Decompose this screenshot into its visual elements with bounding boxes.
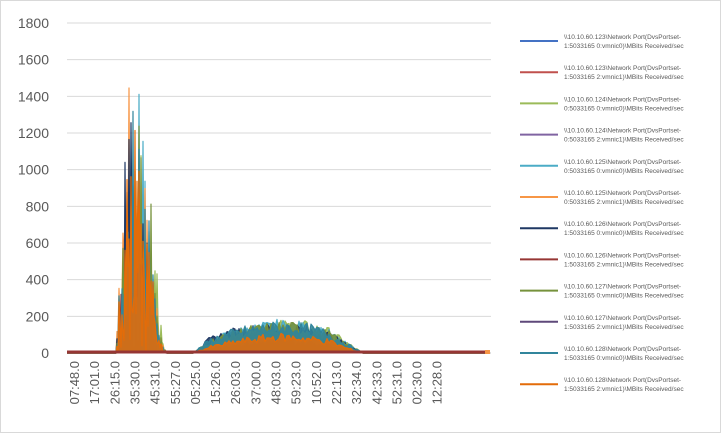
legend-label: \\10.10.60.125\Network Port(DvsPortset- bbox=[564, 159, 681, 166]
y-tick-label: 400 bbox=[26, 272, 50, 288]
legend-label: \\10.10.60.124\Network Port(DvsPortset- bbox=[564, 128, 681, 135]
legend-label-cont: 1:5033165 2:vmnic1)\MBits Received/sec bbox=[564, 324, 684, 331]
x-tick-label: 55:27.0 bbox=[168, 361, 183, 404]
legend-label-cont: 0:5033165 0:vmnic0)\MBits Received/sec bbox=[564, 105, 684, 112]
legend-label-cont: 1:5033165 2:vmnic1)\MBits Received/sec bbox=[564, 261, 684, 268]
x-tick-label: 52:31.0 bbox=[389, 361, 404, 404]
x-tick-label: 26:15.0 bbox=[107, 361, 122, 404]
x-tick-label: 17:01.0 bbox=[87, 361, 102, 404]
x-tick-label: 22:13.0 bbox=[329, 361, 344, 404]
legend-label-cont: 0:5033165 2:vmnic1)\MBits Received/sec bbox=[564, 137, 684, 144]
legend-label: \\10.10.60.126\Network Port(DvsPortset- bbox=[564, 221, 681, 228]
series-line bbox=[67, 129, 487, 354]
x-tick-label: 07:48.0 bbox=[67, 361, 82, 404]
legend-label: \\10.10.60.125\Network Port(DvsPortset- bbox=[564, 190, 681, 197]
x-tick-label: 59:23.0 bbox=[289, 361, 304, 404]
y-tick-label: 1800 bbox=[18, 15, 49, 31]
y-tick-label: 200 bbox=[26, 308, 50, 324]
legend-label: \\10.10.60.127\Network Port(DvsPortset- bbox=[564, 315, 681, 322]
x-tick-label: 32:34.0 bbox=[349, 361, 364, 404]
legend-label: \\10.10.60.126\Network Port(DvsPortset- bbox=[564, 252, 681, 259]
legend-label: \\10.10.60.123\Network Port(DvsPortset- bbox=[564, 65, 681, 72]
legend-label: \\10.10.60.128\Network Port(DvsPortset- bbox=[564, 346, 681, 353]
x-tick-label: 37:00.0 bbox=[248, 361, 263, 404]
y-tick-label: 1600 bbox=[18, 52, 49, 68]
x-tick-label: 48:03.0 bbox=[269, 361, 284, 404]
legend-label-cont: 1:5033165 0:vmnic0)\MBits Received/sec bbox=[564, 355, 684, 362]
legend-label: \\10.10.60.128\Network Port(DvsPortset- bbox=[564, 377, 681, 384]
legend-label-cont: 0:5033165 0:vmnic0)\MBits Received/sec bbox=[564, 168, 684, 175]
x-tick-label: 42:33.0 bbox=[369, 361, 384, 404]
legend-label-cont: 1:5033165 0:vmnic0)\MBits Received/sec bbox=[564, 293, 684, 300]
y-tick-label: 1400 bbox=[18, 88, 49, 104]
x-tick-label: 05:25.0 bbox=[188, 361, 203, 404]
legend-label: \\10.10.60.124\Network Port(DvsPortset- bbox=[564, 96, 681, 103]
x-tick-label: 45:31.0 bbox=[148, 361, 163, 404]
series-end-marker bbox=[485, 350, 490, 354]
legend-label: \\10.10.60.127\Network Port(DvsPortset- bbox=[564, 284, 681, 291]
y-tick-label: 600 bbox=[26, 235, 50, 251]
legend-label-cont: 0:5033165 2:vmnic1)\MBits Received/sec bbox=[564, 199, 684, 206]
legend-label: \\10.10.60.123\Network Port(DvsPortset- bbox=[564, 34, 681, 41]
x-tick-label: 12:28.0 bbox=[430, 361, 445, 404]
x-tick-label: 26:03.0 bbox=[228, 361, 243, 404]
y-tick-label: 1000 bbox=[18, 162, 49, 178]
series-line bbox=[67, 110, 487, 354]
legend-label-cont: 1:5033165 0:vmnic0)\MBits Received/sec bbox=[564, 230, 684, 237]
y-tick-label: 1200 bbox=[18, 125, 49, 141]
legend-label-cont: 1:5033165 0:vmnic0)\MBits Received/sec bbox=[564, 43, 684, 50]
y-tick-label: 800 bbox=[26, 198, 50, 214]
x-tick-label: 10:52.0 bbox=[309, 361, 324, 404]
x-tick-label: 02:30.0 bbox=[410, 361, 425, 404]
legend-label-cont: 1:5033165 2:vmnic1)\MBits Received/sec bbox=[564, 386, 684, 393]
y-tick-label: 0 bbox=[41, 345, 49, 361]
x-tick-label: 35:30.0 bbox=[127, 361, 142, 404]
x-tick-label: 15:26.0 bbox=[208, 361, 223, 404]
legend-label-cont: 1:5033165 2:vmnic1)\MBits Received/sec bbox=[564, 74, 684, 81]
